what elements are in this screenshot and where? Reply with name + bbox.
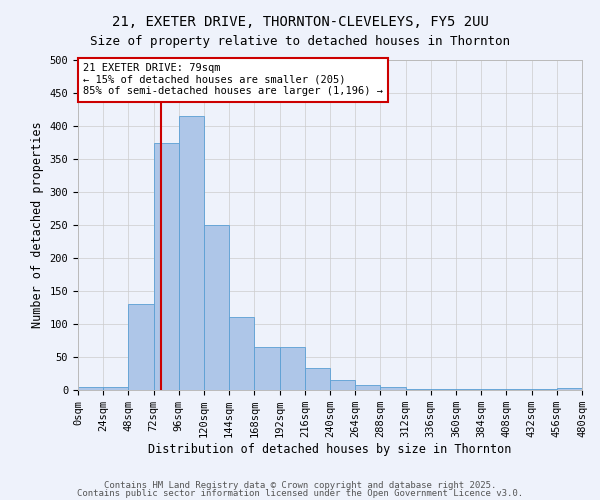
Text: Contains HM Land Registry data © Crown copyright and database right 2025.: Contains HM Land Registry data © Crown c… (104, 480, 496, 490)
Bar (128, 304, 154, 390)
Bar (380, 386, 406, 390)
Bar (330, 380, 355, 390)
Bar (406, 388, 431, 390)
Bar (355, 384, 380, 390)
Bar (154, 142, 179, 390)
Text: Size of property relative to detached houses in Thornton: Size of property relative to detached ho… (90, 35, 510, 48)
Text: Contains public sector information licensed under the Open Government Licence v3: Contains public sector information licen… (77, 489, 523, 498)
X-axis label: Distribution of detached houses by size in Thornton: Distribution of detached houses by size … (148, 443, 512, 456)
Bar (254, 347, 280, 390)
Bar (456, 388, 481, 390)
Bar (229, 318, 254, 390)
Text: 21, EXETER DRIVE, THORNTON-CLEVELEYS, FY5 2UU: 21, EXETER DRIVE, THORNTON-CLEVELEYS, FY… (112, 15, 488, 29)
Bar (431, 388, 456, 390)
Bar (179, 116, 204, 390)
Bar (103, 386, 128, 390)
Bar (78, 386, 103, 390)
Bar (557, 388, 582, 390)
Text: 21 EXETER DRIVE: 79sqm
← 15% of detached houses are smaller (205)
85% of semi-de: 21 EXETER DRIVE: 79sqm ← 15% of detached… (83, 64, 383, 96)
Bar (204, 225, 229, 390)
Bar (305, 368, 330, 390)
Bar (280, 347, 305, 390)
Y-axis label: Number of detached properties: Number of detached properties (31, 122, 44, 328)
